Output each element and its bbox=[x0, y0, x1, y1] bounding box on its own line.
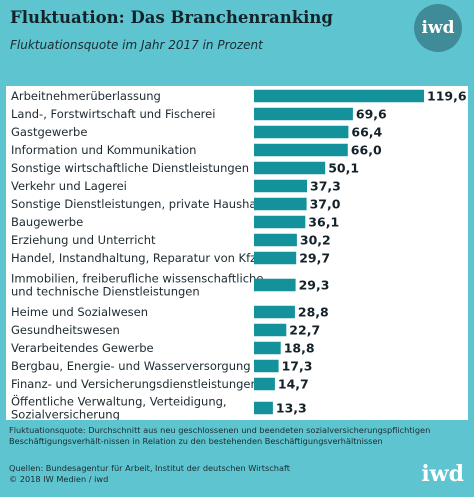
bar bbox=[254, 323, 287, 337]
category-label: Sonstige Dienstleistungen, private Haush… bbox=[11, 197, 271, 211]
value-label: 14,7 bbox=[278, 377, 309, 392]
value-label: 13,3 bbox=[276, 401, 307, 416]
bar bbox=[254, 107, 353, 121]
bar bbox=[254, 233, 297, 247]
bar bbox=[254, 359, 279, 373]
value-label: 37,0 bbox=[310, 197, 341, 212]
category-label: Gastgewerbe bbox=[11, 125, 87, 139]
iwd-logo: iwd bbox=[414, 4, 462, 52]
bar bbox=[254, 305, 295, 319]
category-label: Arbeitnehmerüberlassung bbox=[11, 89, 161, 103]
source-text: Quellen: Bundesagentur für Arbeit, Insti… bbox=[9, 463, 290, 473]
category-label: Immobilien, freiberufliche wissenschaftl… bbox=[11, 272, 263, 299]
value-label: 119,6 bbox=[427, 89, 467, 104]
value-label: 37,3 bbox=[310, 179, 341, 194]
copyright-text: © 2018 IW Medien / iwd bbox=[9, 474, 109, 484]
chart-title: Fluktuation: Das Branchenranking bbox=[10, 8, 333, 27]
category-label: Baugewerbe bbox=[11, 215, 83, 229]
bar bbox=[254, 89, 424, 103]
footnote: Fluktuationsquote: Durchschnitt aus neu … bbox=[9, 425, 431, 446]
bar bbox=[254, 143, 348, 157]
value-label: 30,2 bbox=[300, 233, 331, 248]
bar bbox=[254, 341, 281, 355]
category-label: Gesundheitswesen bbox=[11, 323, 120, 337]
value-label: 50,1 bbox=[328, 161, 359, 176]
category-label: Verarbeitendes Gewerbe bbox=[11, 341, 154, 355]
category-label: Finanz- und Versicherungsdienstleistunge… bbox=[11, 377, 258, 391]
category-label: Bergbau, Energie- und Wasserversorgung bbox=[11, 359, 251, 373]
category-label: Verkehr und Lagerei bbox=[11, 179, 127, 193]
bar bbox=[254, 197, 307, 211]
category-label: Sonstige wirtschaftliche Dienstleistunge… bbox=[11, 161, 249, 175]
value-label: 36,1 bbox=[308, 215, 339, 230]
category-label: Land-, Forstwirtschaft und Fischerei bbox=[11, 107, 215, 121]
value-label: 29,3 bbox=[299, 278, 330, 293]
category-label: Information und Kommunikation bbox=[11, 143, 196, 157]
bar bbox=[254, 401, 273, 415]
iwd-logo-footer: iwd bbox=[421, 461, 464, 487]
bar bbox=[254, 215, 306, 229]
bar bbox=[254, 278, 296, 292]
bar-chart: Arbeitnehmerüberlassung 119,6 Land-, Forst… bbox=[11, 89, 467, 421]
value-label: 22,7 bbox=[289, 323, 320, 338]
bar bbox=[254, 179, 307, 193]
chart-subtitle: Fluktuationsquote im Jahr 2017 in Prozen… bbox=[10, 38, 263, 52]
chart-panel: Arbeitnehmerüberlassung 119,6 Land-, Forst… bbox=[6, 86, 468, 420]
value-label: 28,8 bbox=[298, 305, 329, 320]
source-note: Quellen: Bundesagentur für Arbeit, Insti… bbox=[9, 463, 419, 485]
value-label: 18,8 bbox=[284, 341, 315, 356]
bar bbox=[254, 161, 326, 175]
value-label: 17,3 bbox=[282, 359, 313, 374]
category-label: Erziehung und Unterricht bbox=[11, 233, 156, 247]
bar bbox=[254, 251, 297, 265]
category-label: Öffentliche Verwaltung, Verteidigung, Soz… bbox=[11, 393, 227, 421]
category-label: Handel, Instandhaltung, Reparatur von Kf… bbox=[11, 251, 256, 265]
value-label: 69,6 bbox=[356, 107, 387, 122]
value-label: 66,4 bbox=[351, 125, 382, 140]
bar bbox=[254, 125, 349, 139]
value-label: 29,7 bbox=[299, 251, 330, 266]
bar bbox=[254, 377, 275, 391]
category-label: Heime und Sozialwesen bbox=[11, 305, 148, 319]
value-label: 66,0 bbox=[351, 143, 382, 158]
